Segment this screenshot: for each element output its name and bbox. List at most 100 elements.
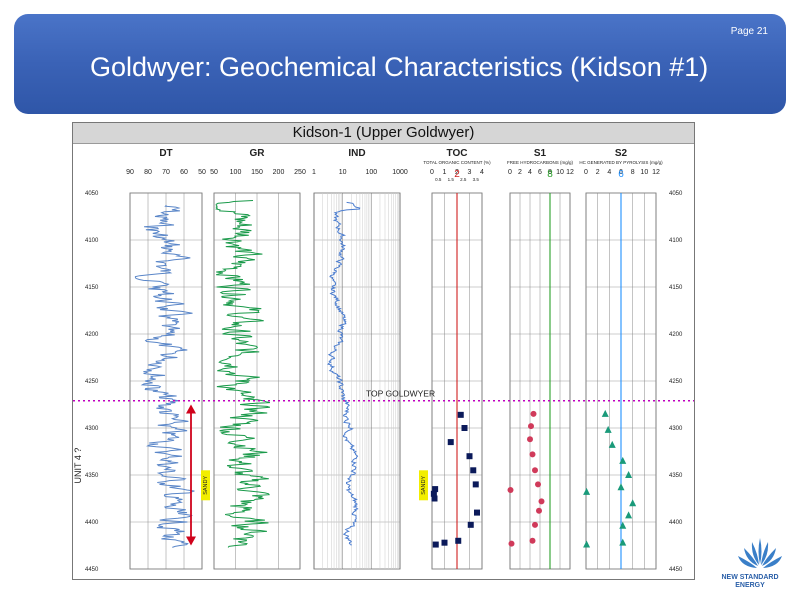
track-subheader-s1: FREE HYDROCARBONS (mg/g): [507, 160, 574, 165]
depth-label-left: 4150: [85, 285, 99, 291]
track-subheader-toc: TOTAL ORGANIC CONTENT (%): [423, 160, 491, 165]
depth-label-right: 4450: [669, 567, 683, 573]
s1-marker: [536, 507, 542, 514]
depth-label-right: 4300: [669, 426, 683, 432]
track-scale-label: 250: [294, 169, 306, 176]
track-scale-label: 6: [538, 169, 542, 176]
slide-title: Goldwyer: Geochemical Characteristics (K…: [90, 52, 709, 82]
depth-label-right: 4150: [669, 285, 683, 291]
toc-marker: [470, 467, 477, 474]
s1-marker: [527, 436, 533, 443]
track-header-toc: TOC: [447, 148, 468, 159]
chart-title-bar: Kidson-1 (Upper Goldwyer): [73, 123, 694, 144]
track-scale-label: 12: [566, 169, 574, 176]
track-scale-label: 1: [443, 169, 447, 176]
toc-marker: [441, 539, 448, 546]
slide-header-banner: Page 21 Goldwyer: Geochemical Characteri…: [14, 14, 786, 114]
track-scale-label: 0: [584, 169, 588, 176]
track-scale-label: 6: [619, 169, 623, 176]
toc-marker: [461, 425, 468, 431]
s2-marker: [619, 521, 627, 529]
gr-curve: [215, 200, 271, 548]
s2-marker: [608, 440, 616, 448]
toc-marker: [474, 509, 480, 516]
track-scale-label: 200: [273, 169, 285, 176]
depth-label-right: 4200: [669, 332, 683, 338]
track-scale-label: 60: [180, 169, 188, 176]
track-minor-scale-label: 1.5: [448, 177, 455, 182]
depth-label-left: 4350: [85, 473, 99, 479]
s1-marker: [529, 451, 536, 458]
s2-marker: [601, 409, 609, 417]
s2-marker: [619, 456, 627, 464]
depth-label-left: 4200: [85, 332, 99, 338]
depth-label-left: 4250: [85, 379, 99, 385]
toc-marker: [472, 481, 479, 488]
toc-marker: [432, 541, 439, 548]
depth-label-right: 4250: [669, 379, 683, 385]
track-scale-label: 8: [631, 169, 635, 176]
track-scale-label: 12: [652, 169, 660, 176]
track-scale-label: 4: [528, 169, 532, 176]
s2-marker: [617, 483, 625, 491]
track-scale-label: 4: [480, 169, 484, 176]
track-header-ind: IND: [348, 148, 365, 159]
toc-marker: [466, 453, 473, 460]
dt-curve: [134, 204, 195, 548]
track-scale-label: 4: [607, 169, 611, 176]
s1-marker: [532, 521, 538, 528]
track-scale-label: 150: [251, 169, 263, 176]
s2-marker: [604, 425, 612, 433]
depth-label-left: 4100: [85, 238, 99, 244]
track-scale-label: 10: [640, 169, 648, 176]
depth-label-right: 4350: [669, 473, 683, 479]
toc-marker: [455, 537, 462, 544]
track-scale-label: 2: [596, 169, 600, 176]
depth-label-right: 4400: [669, 520, 683, 526]
track-minor-scale-label: 3.5: [473, 177, 480, 182]
sandy-label: SANDY: [203, 475, 209, 494]
sandy-box: [419, 470, 428, 501]
track-header-dt: DT: [159, 148, 172, 159]
s2-marker: [625, 471, 633, 478]
track-scale-label: 1000: [392, 169, 408, 176]
s1-marker: [538, 498, 545, 505]
s1-marker: [507, 487, 514, 494]
track-scale-label: 3: [468, 169, 472, 176]
s1-marker: [508, 540, 515, 547]
track-subheader-s2: HC GENERATED BY PYROLYSIS (mg/g): [579, 160, 663, 165]
track-scale-label: 50: [198, 169, 206, 176]
toc-marker: [431, 495, 438, 502]
track-header-s2: S2: [615, 148, 628, 159]
track-scale-label: 100: [365, 169, 377, 176]
depth-label-left: 4300: [85, 426, 99, 432]
track-scale-label: 8: [548, 169, 552, 176]
track-cutoff-label-s1: 8: [547, 169, 553, 180]
unit-arrow-head-bottom: [186, 536, 196, 546]
s2-marker: [583, 540, 591, 548]
unit-label: UNIT 4 ?: [73, 448, 83, 484]
track-scale-label: 2: [518, 169, 522, 176]
ind-curve: [326, 201, 361, 546]
track-scale-label: 80: [144, 169, 152, 176]
track-header-s1: S1: [534, 148, 547, 159]
s1-marker: [532, 467, 538, 474]
s2-marker: [583, 487, 591, 495]
s2-marker: [625, 511, 633, 519]
track-scale-label: 50: [210, 169, 218, 176]
s1-marker: [535, 481, 541, 488]
track-scale-label: 2: [455, 169, 459, 176]
track-scale-label: 0: [508, 169, 512, 176]
top-goldwyer-label: TOP GOLDWYER: [366, 389, 435, 399]
track-cutoff-label-s2: 6: [618, 169, 624, 180]
s2-marker: [629, 499, 637, 507]
toc-marker: [457, 411, 464, 418]
track-minor-scale-label: 0.5: [435, 177, 442, 182]
track-cutoff-label-toc: 2: [454, 169, 460, 180]
page-number: Page 21: [730, 26, 768, 37]
toc-marker: [447, 439, 454, 446]
sandy-label: SANDY: [421, 475, 427, 494]
toc-marker: [430, 490, 437, 497]
s1-marker: [528, 423, 534, 430]
new-standard-energy-logo: [738, 538, 782, 568]
